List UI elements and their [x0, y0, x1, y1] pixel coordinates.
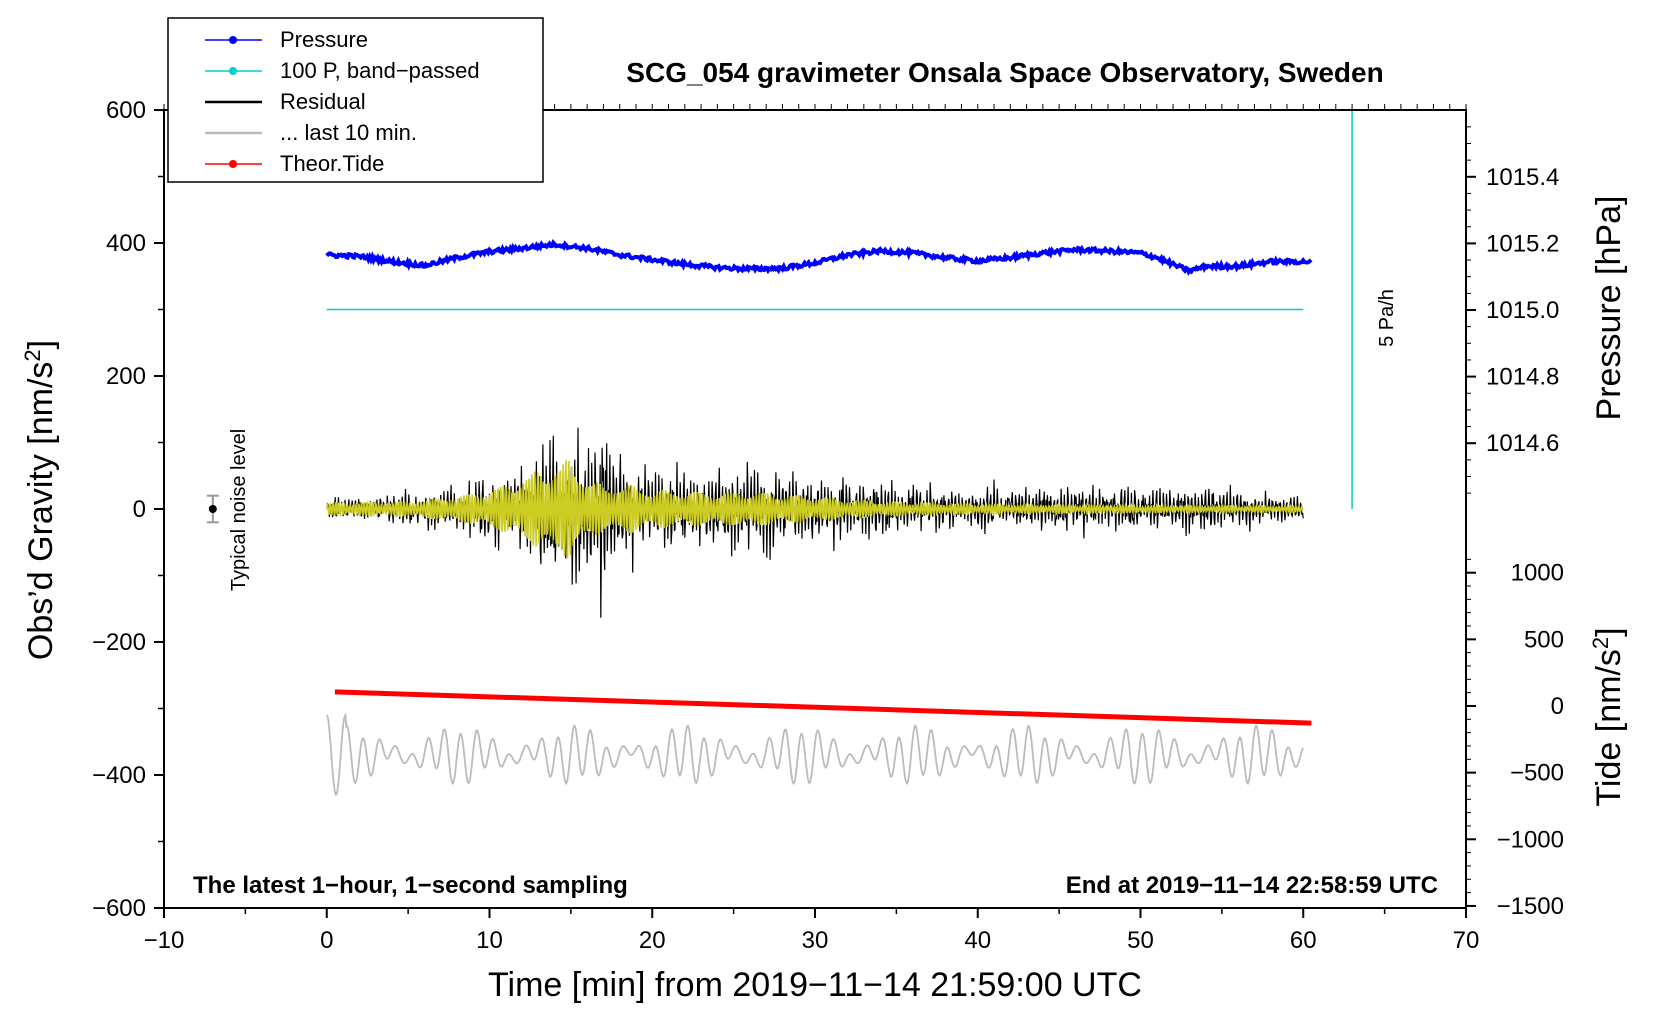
y-axis-tide-title-end: ] — [1590, 627, 1628, 636]
noise-point — [208, 505, 217, 513]
tide-tick-label: −1500 — [1497, 893, 1564, 920]
x-tick-label: 70 — [1453, 927, 1480, 954]
y-tick-label: −200 — [92, 629, 146, 656]
last-10-min-line — [326, 712, 1305, 796]
y-tick-label: 600 — [106, 97, 146, 124]
y-axis-tide-title-sup: 2 — [1588, 637, 1613, 649]
x-tick-label: 60 — [1290, 927, 1317, 954]
legend: Pressure 100 P, band−passed Residual ... la… — [167, 17, 544, 183]
x-tick-label: 50 — [1127, 927, 1154, 954]
legend-label: Pressure — [280, 27, 368, 52]
tide-line — [334, 689, 1312, 726]
x-tick-label: 10 — [476, 927, 503, 954]
pressure-tick-label: 1014.6 — [1486, 430, 1559, 457]
tide-tick-label: −500 — [1510, 760, 1564, 787]
pressure-tick-label: 1015.2 — [1486, 230, 1559, 257]
legend-box — [167, 17, 544, 183]
tide-tick-label: 500 — [1524, 626, 1564, 653]
pressure-tick-label: 1014.8 — [1486, 364, 1559, 391]
y-tick-label: 0 — [133, 496, 146, 523]
tide-tick-label: 0 — [1551, 693, 1564, 720]
legend-label: Residual — [280, 89, 366, 114]
y-axis-left-title-sup: 2 — [20, 349, 45, 361]
y-axis-left-title: Obs’d Gravity [nm/s2] — [20, 340, 60, 660]
x-tick-label: −10 — [144, 927, 185, 954]
x-tick-label: 30 — [802, 927, 829, 954]
y-tick-label: −600 — [92, 895, 146, 922]
legend-label: 100 P, band−passed — [280, 58, 480, 83]
tide-tick-label: −1000 — [1497, 826, 1564, 853]
tide-tick-label: 1000 — [1511, 560, 1564, 587]
x-tick-label: 20 — [639, 927, 666, 954]
y-axis-left-title-main: Obs’d Gravity [nm/s — [22, 362, 60, 661]
y-axis-left-title-end: ] — [22, 340, 60, 349]
annotation-sampling: The latest 1−hour, 1−second sampling — [193, 872, 628, 899]
pressure-line — [325, 239, 1313, 276]
axes-group: −10 0 10 20 30 40 50 60 70 −600 −400 −200 0 200 400 600… — [92, 97, 1564, 954]
plot-series-group — [206, 110, 1353, 796]
pressure-tick-label: 1015.0 — [1486, 297, 1559, 324]
annotation-rate: 5 Pa/h — [1376, 289, 1398, 347]
annotation-noise-level: Typical noise level — [228, 429, 250, 591]
band-passed-residual-line — [326, 460, 1304, 558]
pressure-tick-label: 1015.4 — [1486, 164, 1559, 191]
y-axis-pressure-title: Pressure [hPa] — [1590, 196, 1628, 421]
y-tick-label: 200 — [106, 363, 146, 390]
x-tick-label: 0 — [320, 927, 333, 954]
annotation-end-time: End at 2019−11−14 22:58:59 UTC — [1066, 872, 1438, 899]
y-tick-label: −400 — [92, 762, 146, 789]
legend-label: ... last 10 min. — [280, 120, 417, 145]
legend-marker — [229, 160, 237, 168]
legend-marker — [229, 67, 237, 75]
legend-marker — [229, 36, 237, 44]
chart-title: SCG_054 gravimeter Onsala Space Observat… — [626, 57, 1383, 88]
legend-label: Theor.Tide — [280, 151, 384, 176]
residual-line — [326, 427, 1304, 618]
y-axis-tide-title-main: Tide [nm/s — [1590, 649, 1628, 806]
y-axis-tide-title: Tide [nm/s2] — [1588, 627, 1628, 806]
x-tick-label: 40 — [964, 927, 991, 954]
y-tick-label: 400 — [106, 230, 146, 257]
x-axis-title: Time [min] from 2019−11−14 21:59:00 UTC — [488, 966, 1142, 1004]
